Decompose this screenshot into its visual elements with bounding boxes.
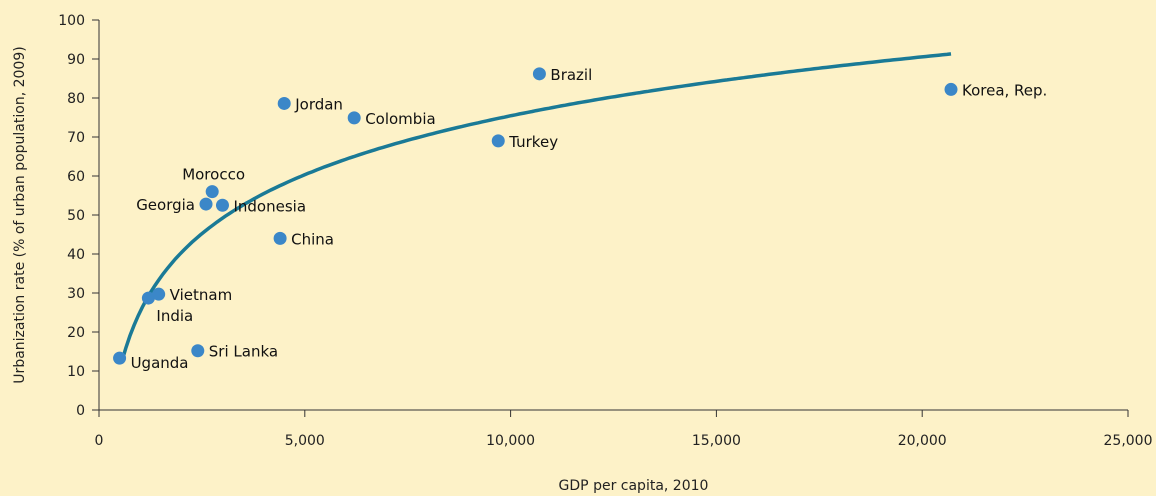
point-label: Sri Lanka	[209, 343, 278, 361]
point-label: Uganda	[131, 354, 189, 372]
x-tick-label: 10,000	[486, 433, 535, 449]
data-points: Uganda India Vietnam Sri Lanka Georgia Morocc…	[113, 66, 1047, 372]
data-point	[273, 231, 287, 245]
point-label: Colombia	[365, 110, 436, 128]
data-point	[491, 134, 505, 148]
point-label: Indonesia	[233, 197, 306, 215]
x-axis-title: GDP per capita, 2010	[559, 478, 709, 494]
y-tick-label: 50	[67, 208, 85, 224]
point-label: China	[291, 230, 334, 248]
y-tick-label: 10	[67, 364, 85, 380]
data-point	[944, 82, 958, 96]
trendline	[119, 52, 952, 363]
x-axis-ticks: 0 5,000 10,000 15,000 20,000 25,000	[95, 410, 1153, 449]
y-axis-ticks: 0 10 20 30 40 50 60 70 80 90 100	[58, 13, 99, 419]
point-label: Brazil	[550, 66, 592, 84]
x-tick-label: 0	[95, 433, 104, 449]
data-point	[141, 291, 155, 305]
point-label: Morocco	[182, 166, 245, 184]
x-tick-label: 5,000	[285, 433, 325, 449]
data-point	[199, 197, 213, 211]
y-tick-label: 60	[67, 169, 85, 185]
data-point	[205, 185, 219, 199]
x-tick-label: 20,000	[898, 433, 947, 449]
point-label: Korea, Rep.	[962, 81, 1047, 99]
point-label: Turkey	[508, 133, 558, 151]
y-tick-label: 30	[67, 286, 85, 302]
point-label: Jordan	[294, 95, 343, 113]
y-tick-label: 20	[67, 325, 85, 341]
x-tick-label: 15,000	[692, 433, 741, 449]
data-point	[152, 287, 166, 301]
y-tick-label: 100	[58, 13, 85, 29]
y-tick-label: 40	[67, 247, 85, 263]
data-point	[347, 111, 361, 125]
data-point	[277, 96, 291, 110]
y-axis-title: Urbanization rate (% of urban population…	[12, 46, 28, 383]
y-tick-label: 80	[67, 91, 85, 107]
data-point	[532, 67, 546, 81]
y-tick-label: 70	[67, 130, 85, 146]
y-tick-label: 0	[76, 403, 85, 419]
x-tick-label: 25,000	[1104, 433, 1153, 449]
data-point	[113, 351, 127, 365]
y-tick-label: 90	[67, 52, 85, 68]
data-point	[215, 198, 229, 212]
point-label: India	[156, 307, 193, 325]
point-label: Vietnam	[170, 286, 233, 304]
data-point	[191, 344, 205, 358]
point-label: Georgia	[136, 196, 195, 214]
